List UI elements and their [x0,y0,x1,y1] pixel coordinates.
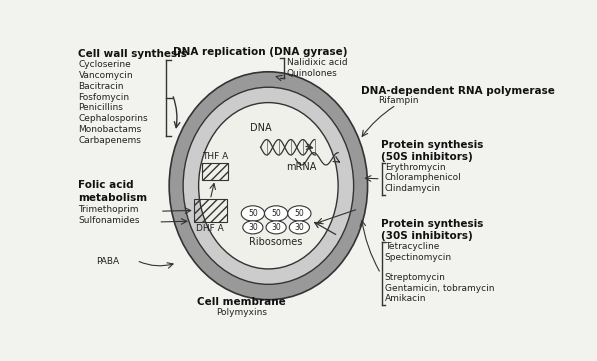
Text: DNA: DNA [250,123,272,134]
Text: THF A: THF A [202,152,228,161]
Text: Clindamycin: Clindamycin [384,184,441,193]
Text: Trimethoprim: Trimethoprim [78,205,139,214]
Ellipse shape [288,206,311,221]
Text: Polymyxins: Polymyxins [216,308,267,317]
Text: Carbapenems: Carbapenems [78,136,141,145]
Ellipse shape [169,72,368,300]
Text: Nalidixic acid: Nalidixic acid [287,58,347,67]
Ellipse shape [290,221,309,234]
Text: DNA-dependent RNA polymerase: DNA-dependent RNA polymerase [361,86,555,96]
Text: Folic acid
metabolism: Folic acid metabolism [78,180,147,203]
Text: 50: 50 [271,209,281,218]
Text: Fosfomycin: Fosfomycin [78,93,130,101]
Ellipse shape [266,221,286,234]
Text: Quinolones: Quinolones [287,69,338,78]
Text: Monobactams: Monobactams [78,125,141,134]
Text: Sulfonamides: Sulfonamides [78,216,140,225]
Ellipse shape [241,206,264,221]
Text: Tetracycline: Tetracycline [384,242,439,251]
Text: 30: 30 [294,223,304,232]
Text: PABA: PABA [96,257,119,266]
Ellipse shape [199,103,338,269]
Text: Amikacin: Amikacin [384,294,426,303]
Text: 50: 50 [248,209,258,218]
Text: Cell wall synthesis: Cell wall synthesis [78,49,187,60]
Text: Spectinomycin: Spectinomycin [384,253,452,262]
Text: Cell membrane: Cell membrane [197,297,285,308]
Text: Protein synthesis
(30S inhibitors): Protein synthesis (30S inhibitors) [381,219,483,241]
Text: Bacitracin: Bacitracin [78,82,124,91]
Ellipse shape [264,206,288,221]
Text: Cycloserine: Cycloserine [78,60,131,69]
Text: 50: 50 [294,209,304,218]
Text: Cephalosporins: Cephalosporins [78,114,148,123]
Text: Ribosomes: Ribosomes [250,238,303,247]
Ellipse shape [183,87,353,284]
Ellipse shape [243,221,263,234]
Text: Gentamicin, tobramycin: Gentamicin, tobramycin [384,283,494,292]
Text: Vancomycin: Vancomycin [78,71,133,80]
Text: mRNA: mRNA [286,162,316,172]
Text: Chloramphenicol: Chloramphenicol [384,173,461,182]
Text: Streptomycin: Streptomycin [384,273,445,282]
Text: DNA replication (DNA gyrase): DNA replication (DNA gyrase) [173,47,348,57]
Text: Rifampin: Rifampin [378,96,419,105]
Text: Protein synthesis
(50S inhibitors): Protein synthesis (50S inhibitors) [381,140,483,162]
Text: 30: 30 [248,223,258,232]
Text: DHF A: DHF A [196,224,224,233]
Text: 30: 30 [271,223,281,232]
Text: Penicillins: Penicillins [78,103,124,112]
Text: Erythromycin: Erythromycin [384,163,445,172]
